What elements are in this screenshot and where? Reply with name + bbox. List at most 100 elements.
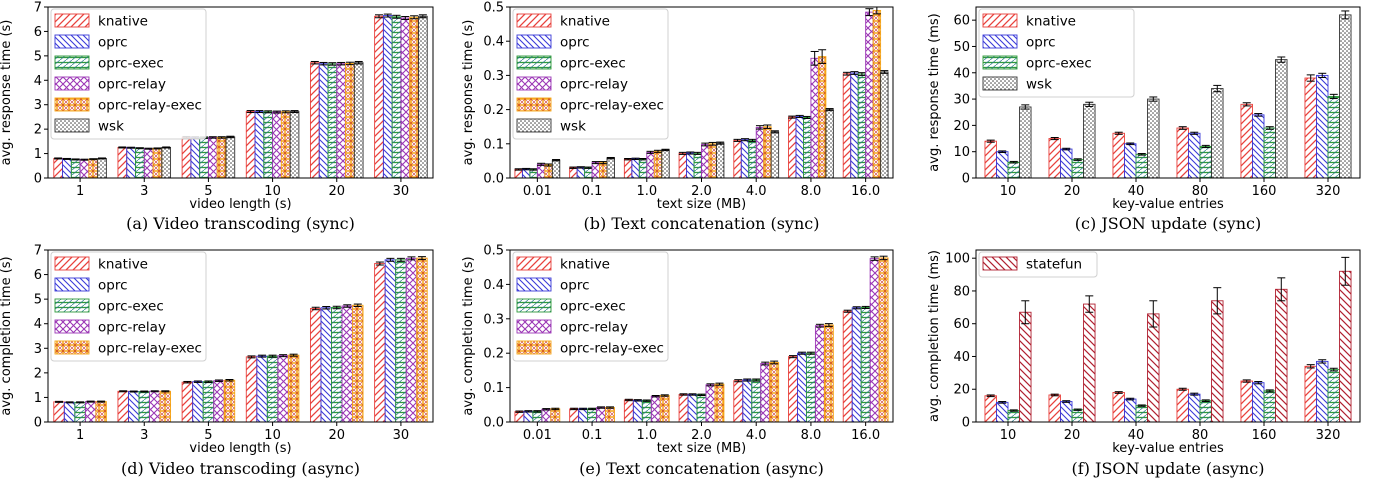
error-bar-wsk-10 xyxy=(1021,104,1030,110)
error-bar-oprc-exec-4.0 xyxy=(752,378,761,382)
bar-oprc-relay-exec-10 xyxy=(280,111,291,179)
error-bar-oprc-20 xyxy=(1062,147,1071,151)
bar-oprc-10 xyxy=(256,355,268,423)
legend-label-knative: knative xyxy=(560,257,610,273)
bar-knative-320 xyxy=(1304,365,1317,423)
legend-label-oprc-relay-exec: oprc-relay-exec xyxy=(98,341,202,357)
bar-wsk-0.1 xyxy=(606,157,615,179)
bar-wsk-2.0 xyxy=(716,142,725,179)
error-bar-wsk-0.01 xyxy=(552,159,561,162)
bar-oprc-exec-5 xyxy=(199,137,209,179)
bar-oprc-relay-exec-0.01 xyxy=(544,164,553,179)
bar-knative-160 xyxy=(1240,380,1253,423)
legend-label-oprc-relay: oprc-relay xyxy=(560,77,628,93)
bar-knative-0.1 xyxy=(569,408,580,423)
y-axis-label: avg. completion time (s) xyxy=(461,256,476,415)
error-bar-oprc-exec-4.0 xyxy=(748,138,757,142)
error-bar-knative-3 xyxy=(118,146,127,149)
bar-oprc-exec-40 xyxy=(1135,405,1148,423)
bar-knative-320 xyxy=(1304,77,1317,179)
error-bar-oprc-exec-80 xyxy=(1201,399,1210,403)
bar-oprc-160 xyxy=(1252,382,1265,423)
error-bar-wsk-10 xyxy=(290,110,299,114)
legend-label-oprc-relay-exec: oprc-relay-exec xyxy=(98,98,202,114)
bar-oprc-exec-2.0 xyxy=(696,394,707,423)
error-bar-oprc-relay-2.0 xyxy=(701,142,710,147)
error-bar-oprc-10 xyxy=(998,401,1007,404)
bar-oprc-40 xyxy=(1124,143,1137,179)
bar-knative-3 xyxy=(117,147,128,179)
error-bar-oprc-relay-1.0 xyxy=(651,395,660,398)
bar-oprc-relay-exec-1 xyxy=(88,158,99,179)
legend-label-knative: knative xyxy=(560,14,610,30)
bar-oprc-10 xyxy=(254,111,265,179)
error-bar-oprc-relay-exec-5 xyxy=(217,136,226,139)
bar-oprc-relay-exec-20 xyxy=(352,304,364,423)
x-tick-label: 8.0 xyxy=(801,184,822,199)
error-bar-oprc-320 xyxy=(1318,72,1327,79)
x-tick-label: 160 xyxy=(1252,428,1277,443)
error-bar-knative-40 xyxy=(1114,391,1123,394)
y-tick-label: 1 xyxy=(34,391,42,406)
error-bar-oprc-2.0 xyxy=(686,151,695,155)
error-bar-knative-3 xyxy=(119,390,128,393)
figure-caption: (f) JSON update (async) xyxy=(1072,459,1265,478)
chart-panel-2: 0.0 0.1 0.2 0.3 0.4 0.5 0.01 0.1 1.0 2.0 4.0 8.0 16.… xyxy=(461,1,894,233)
plot-frame xyxy=(975,249,1361,423)
y-tick-label: 2 xyxy=(34,366,42,381)
legend: knative oprc oprc-exec oprc-relay oprc-relay… xyxy=(512,251,669,362)
bar-oprc-relay-exec-0.1 xyxy=(599,162,608,179)
error-bar-oprc-exec-2.0 xyxy=(697,393,706,397)
legend-box xyxy=(512,251,669,362)
error-bar-wsk-1.0 xyxy=(661,148,670,152)
error-bar-oprc-relay-exec-5 xyxy=(225,378,234,382)
bar-oprc-2.0 xyxy=(686,152,695,179)
bar-oprc-relay-exec-5 xyxy=(223,379,236,423)
bar-oprc-exec-16.0 xyxy=(857,73,867,179)
error-bar-oprc-relay-exec-30 xyxy=(417,256,426,261)
x-tick-label: 3 xyxy=(140,428,148,443)
y-tick-label: 0.4 xyxy=(483,278,504,293)
y-tick-label: 0 xyxy=(34,416,42,431)
bar-oprc-relay-exec-16.0 xyxy=(878,257,889,423)
x-tick-label: 80 xyxy=(1192,184,1209,199)
legend: knative oprc oprc-exec oprc-relay oprc-relay… xyxy=(50,251,207,362)
bar-oprc-10 xyxy=(996,401,1009,423)
y-tick-label: 20 xyxy=(953,119,970,134)
bar-wsk-1 xyxy=(97,158,107,179)
x-tick-label: 4.0 xyxy=(746,184,767,199)
bar-oprc-exec-10 xyxy=(266,355,279,423)
bar-oprc-relay-3 xyxy=(143,148,154,179)
error-bar-oprc-relay-exec-1 xyxy=(89,158,98,161)
bar-knative-16.0 xyxy=(842,310,853,423)
error-bar-oprc-1.0 xyxy=(631,157,640,161)
bar-oprc-0.01 xyxy=(523,410,534,423)
x-axis-label: text size (MB) xyxy=(657,441,746,456)
error-bar-oprc-exec-10 xyxy=(264,110,273,114)
bar-oprc-exec-320 xyxy=(1327,369,1340,423)
bar-oprc-relay-0.01 xyxy=(536,163,546,179)
bar-oprc-4.0 xyxy=(740,139,750,179)
bar-knative-1.0 xyxy=(623,158,633,179)
error-bar-oprc-relay-exec-4.0 xyxy=(763,124,772,129)
bar-wsk-8.0 xyxy=(825,109,834,179)
bar-oprc-relay-5 xyxy=(213,380,225,423)
bar-oprc-10 xyxy=(996,151,1009,179)
error-bar-oprc-relay-exec-20 xyxy=(345,61,354,66)
error-bar-wsk-5 xyxy=(226,135,235,139)
legend-swatch-oprc xyxy=(516,277,552,292)
bar-oprc-relay-0.1 xyxy=(596,407,606,423)
x-tick-label: 10 xyxy=(1000,428,1017,443)
bar-knative-3 xyxy=(117,390,129,423)
x-tick-label: 16.0 xyxy=(851,428,880,443)
legend-swatch-statefun xyxy=(982,256,1018,271)
bar-oprc-exec-3 xyxy=(135,147,145,179)
bar-knative-30 xyxy=(374,15,384,179)
legend-swatch-wsk xyxy=(516,118,552,133)
legend-label-wsk: wsk xyxy=(1026,77,1052,93)
bar-oprc-exec-1.0 xyxy=(638,158,648,179)
error-bar-oprc-relay-exec-4.0 xyxy=(770,360,779,365)
legend-swatch-oprc-relay-exec xyxy=(516,97,552,112)
bar-oprc-exec-16.0 xyxy=(860,306,871,423)
error-bar-oprc-0.01 xyxy=(524,410,533,413)
